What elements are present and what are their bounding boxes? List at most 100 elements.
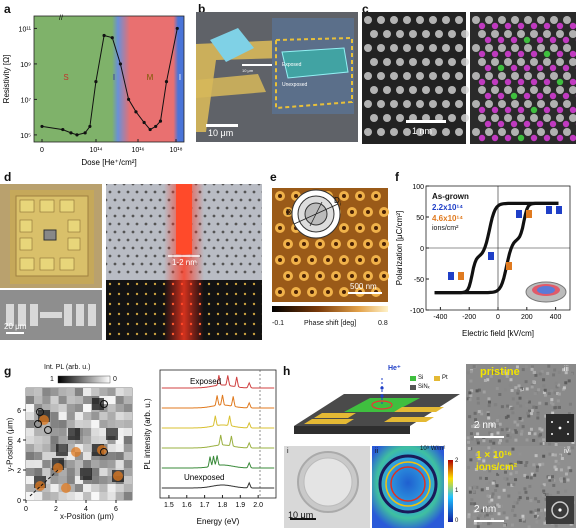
panel-d-lattice-atom — [212, 198, 216, 202]
panel-h-tem-grain — [473, 521, 477, 525]
panel-d-lattice-atom — [212, 246, 216, 250]
panel-c-atom — [377, 100, 385, 108]
panel-h-tem-grain — [537, 500, 541, 504]
panel-h-tem-grain — [557, 383, 561, 387]
panel-g-map-pixel — [50, 484, 59, 493]
panel-h-tem-grain — [524, 380, 528, 384]
panel-h-tem-grain — [528, 462, 532, 466]
panel-e-domain-core — [342, 290, 346, 294]
panel-h-tem-grain — [538, 439, 542, 443]
panel-c-atom — [517, 58, 525, 66]
panel-c-atom — [485, 72, 493, 80]
panel-g-map-pixel — [42, 428, 51, 437]
panel-d-lattice-atom — [126, 190, 130, 194]
panel-d-defect-dot — [243, 322, 247, 326]
panel-a-point — [102, 33, 106, 38]
panel-c-scalebar: 1 nm — [412, 126, 433, 136]
panel-d-defect-dot — [117, 322, 121, 326]
panel-a-ytick-label: 10¹¹ — [19, 26, 32, 33]
panel-d-lattice-atom — [126, 238, 130, 242]
panel-c-atom — [530, 86, 538, 94]
panel-d-lattice-atom — [207, 222, 211, 226]
panel-h-tem-grain — [567, 412, 571, 416]
panel-c-atom — [455, 128, 463, 136]
panel-e-domain-core — [318, 242, 322, 246]
panel-c-atom — [485, 128, 493, 136]
panel-d-lattice-atom — [158, 198, 162, 202]
panel-g-map-pixel — [83, 452, 92, 461]
panel-d-lattice-atom — [117, 222, 121, 226]
panel-g-map-pixel — [34, 428, 43, 437]
panel-g-map-pixel — [99, 460, 108, 469]
panel-d-defect-dot — [135, 292, 139, 296]
panel-h-tem-grain — [522, 519, 526, 523]
panel-d-lattice-atom — [106, 230, 108, 234]
panel-d-lattice-atom — [216, 222, 220, 226]
panel-h-tem-grain — [505, 439, 509, 443]
panel-c-atom — [422, 58, 430, 66]
panel-d-lattice-atom — [239, 214, 243, 218]
panel-g-map-pixel — [123, 436, 132, 445]
panel-g-marker-circle — [100, 400, 108, 408]
panel-h-tem-grain — [547, 392, 551, 396]
panel-g-map-pixel — [91, 460, 100, 469]
panel-h-tem-grain — [542, 378, 546, 382]
panel-g-map-pixel — [123, 492, 132, 501]
panel-c-overlay-atom — [569, 22, 576, 30]
panel-g-ylabel: y-Position (μm) — [5, 417, 15, 472]
panel-h-tem-grain — [472, 490, 476, 494]
panel-h-tem-grain — [473, 411, 477, 415]
panel-h-dose-iv-2: ions/cm² — [476, 462, 518, 473]
panel-d-lattice-atom — [234, 238, 238, 242]
panel-d-lattice-atom — [212, 230, 216, 234]
panel-h-tem-grain — [475, 485, 479, 489]
panel-c-atom — [504, 58, 512, 66]
panel-h-tem-grain — [551, 402, 555, 406]
panel-d-lattice-atom — [225, 238, 229, 242]
panel-c-overlay-atom — [491, 22, 499, 30]
panel-d-lattice-atom — [239, 184, 243, 186]
panel-h-tem-grain — [507, 428, 511, 432]
panel-h-legend-sinx: SiNₓ — [418, 384, 430, 390]
panel-c-atom — [364, 100, 372, 108]
panel-g-map-pixel — [83, 444, 92, 453]
panel-h-tem-grain — [476, 516, 480, 520]
panel-h-tem-grain — [538, 427, 542, 431]
panel-d-lattice-atom — [158, 262, 162, 266]
panel-g-ytick-label: 6 — [17, 408, 21, 415]
panel-g-map-pixel — [99, 476, 108, 485]
panel-g-map-pixel — [107, 444, 116, 453]
panel-h-tem-grain — [525, 475, 529, 479]
panel-c-atom — [390, 72, 398, 80]
panel-d-lattice-atom — [243, 206, 247, 210]
panel-h-tem-grain — [513, 429, 517, 433]
panel-h-tem-grain — [499, 454, 503, 458]
panel-c-atom — [364, 72, 372, 80]
panel-g-colorbar-max: 1 — [50, 376, 54, 383]
panel-g-map-pixel — [66, 436, 75, 445]
panel-c-overlay-atom — [491, 134, 499, 142]
panel-h-tem-grain — [491, 492, 495, 496]
panel-g-exposed-spot — [61, 483, 71, 493]
panel-h-tem-grain — [473, 502, 477, 506]
panel-h-tem-grain — [502, 488, 506, 492]
panel-h-tem-grain — [482, 390, 486, 394]
panel-c-overlay-atom — [543, 22, 551, 30]
panel-d-defect-dot — [252, 322, 256, 326]
panel-d-defect-dot — [225, 292, 229, 296]
panel-a-ytick-label: 10⁵ — [20, 133, 31, 140]
panel-h-tem-grain — [488, 439, 492, 443]
panel-e-domain-core — [326, 258, 330, 262]
panel-h-tem-grain — [548, 478, 552, 482]
panel-d-defect-dot — [108, 312, 112, 316]
panel-a-axis-break: // — [59, 15, 63, 22]
panel-f-ytick-label: 50 — [416, 215, 424, 222]
panel-g-map-pixel — [91, 412, 100, 421]
panel-h-tem-grain — [486, 378, 490, 382]
panel-h-tem-grain — [523, 487, 527, 491]
panel-g-spectra: 1.5 1.6 1.7 1.8 1.9 2.0 Energy (eV) PL intens… — [143, 369, 277, 526]
panel-h-tem-grain — [485, 482, 489, 486]
panel-h-tem-grain — [499, 369, 503, 373]
panel-h-tem-grain — [476, 432, 480, 436]
panel-g-map-pixel — [74, 412, 84, 421]
